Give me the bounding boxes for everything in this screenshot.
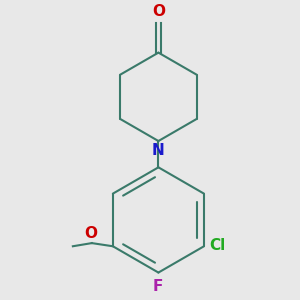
Text: Cl: Cl bbox=[209, 238, 226, 253]
Text: N: N bbox=[152, 143, 165, 158]
Text: O: O bbox=[152, 4, 165, 19]
Text: F: F bbox=[152, 279, 163, 294]
Text: O: O bbox=[84, 226, 97, 241]
